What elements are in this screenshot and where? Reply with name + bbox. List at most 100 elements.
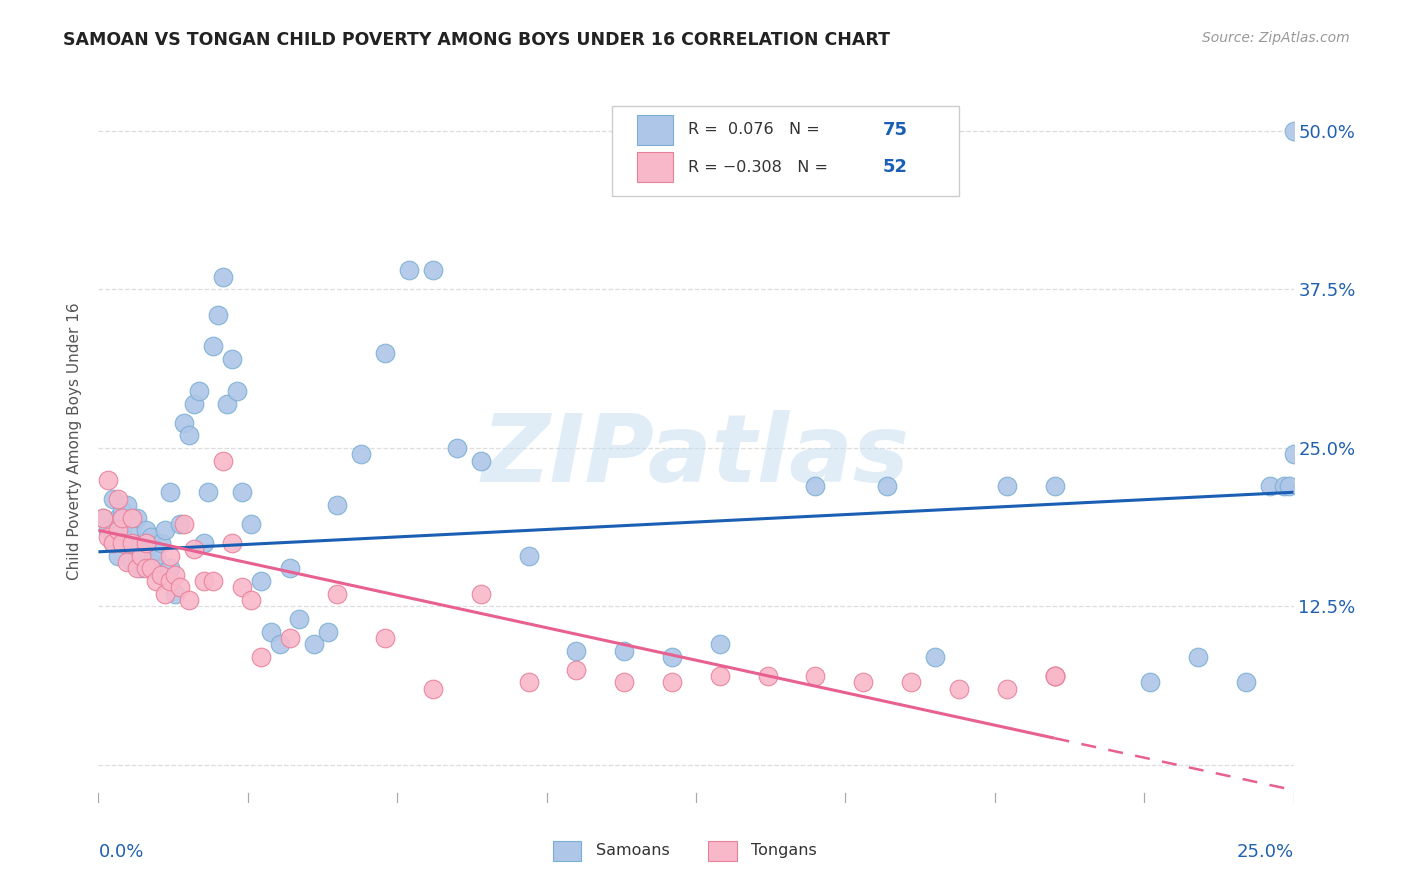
Point: [173, 516, 195, 531]
Point: [145, 574, 167, 588]
Point: [565, 663, 588, 677]
Point: [1139, 675, 1161, 690]
Point: [1043, 479, 1066, 493]
Point: [374, 631, 396, 645]
Point: [159, 549, 181, 563]
Point: [470, 453, 492, 467]
Point: [231, 580, 253, 594]
Point: [259, 624, 281, 639]
Point: [231, 485, 253, 500]
Point: [121, 536, 143, 550]
Point: [107, 523, 129, 537]
Point: [613, 643, 636, 657]
Point: [1282, 447, 1305, 461]
Point: [756, 669, 779, 683]
Point: [183, 396, 205, 410]
Point: [107, 510, 129, 524]
Point: [97, 530, 120, 544]
Point: [250, 574, 273, 588]
Point: [131, 536, 153, 550]
Point: [1043, 669, 1066, 683]
Point: [202, 574, 225, 588]
Point: [202, 339, 225, 353]
Text: R = −0.308   N =: R = −0.308 N =: [688, 160, 832, 175]
Point: [804, 669, 827, 683]
Point: [121, 510, 143, 524]
Point: [111, 536, 134, 550]
Point: [101, 536, 124, 550]
Point: [221, 352, 243, 367]
Text: Samoans: Samoans: [596, 843, 669, 858]
Point: [145, 549, 167, 563]
Point: [125, 561, 148, 575]
Point: [948, 681, 970, 696]
Point: [121, 523, 143, 537]
Point: [155, 587, 177, 601]
Point: [115, 498, 138, 512]
Point: [139, 561, 162, 575]
Point: [226, 384, 249, 398]
Point: [326, 587, 349, 601]
Point: [173, 416, 195, 430]
Point: [135, 561, 157, 575]
Point: [1043, 669, 1066, 683]
Point: [159, 485, 181, 500]
Point: [139, 530, 162, 544]
Point: [91, 510, 114, 524]
Point: [350, 447, 373, 461]
Point: [159, 574, 181, 588]
Point: [159, 561, 181, 575]
Point: [107, 549, 129, 563]
Point: [302, 637, 325, 651]
Point: [398, 263, 420, 277]
Point: [924, 650, 946, 665]
Point: [876, 479, 898, 493]
Point: [193, 574, 215, 588]
Point: [101, 536, 124, 550]
Point: [91, 510, 114, 524]
Point: [613, 675, 636, 690]
Point: [121, 555, 143, 569]
Point: [135, 536, 157, 550]
Point: [111, 504, 134, 518]
Bar: [637, 114, 673, 145]
Point: [139, 555, 162, 569]
Point: [470, 587, 492, 601]
Point: [115, 536, 138, 550]
Point: [240, 516, 263, 531]
Point: [193, 536, 215, 550]
Point: [169, 516, 191, 531]
Point: [145, 561, 167, 575]
Point: [217, 396, 239, 410]
Point: [1278, 479, 1301, 493]
Point: [804, 479, 827, 493]
Point: [709, 637, 731, 651]
Point: [163, 567, 186, 582]
Point: [250, 650, 273, 665]
Point: [1234, 675, 1257, 690]
Point: [179, 593, 201, 607]
Point: [211, 453, 233, 467]
Point: [326, 498, 349, 512]
Point: [1043, 669, 1066, 683]
Point: [852, 675, 875, 690]
Point: [278, 631, 301, 645]
Point: [107, 491, 129, 506]
Point: [446, 441, 468, 455]
Point: [155, 523, 177, 537]
Point: [278, 561, 301, 575]
Point: [565, 643, 588, 657]
Point: [97, 523, 120, 537]
Point: [101, 491, 124, 506]
Point: [709, 669, 731, 683]
Text: 25.0%: 25.0%: [1236, 843, 1294, 861]
Text: Tongans: Tongans: [751, 843, 817, 858]
Bar: [637, 152, 673, 182]
Point: [995, 681, 1018, 696]
Text: R =  0.076   N =: R = 0.076 N =: [688, 122, 824, 137]
Point: [115, 555, 138, 569]
Text: Source: ZipAtlas.com: Source: ZipAtlas.com: [1202, 31, 1350, 45]
Point: [197, 485, 219, 500]
Point: [211, 269, 233, 284]
Point: [288, 612, 311, 626]
